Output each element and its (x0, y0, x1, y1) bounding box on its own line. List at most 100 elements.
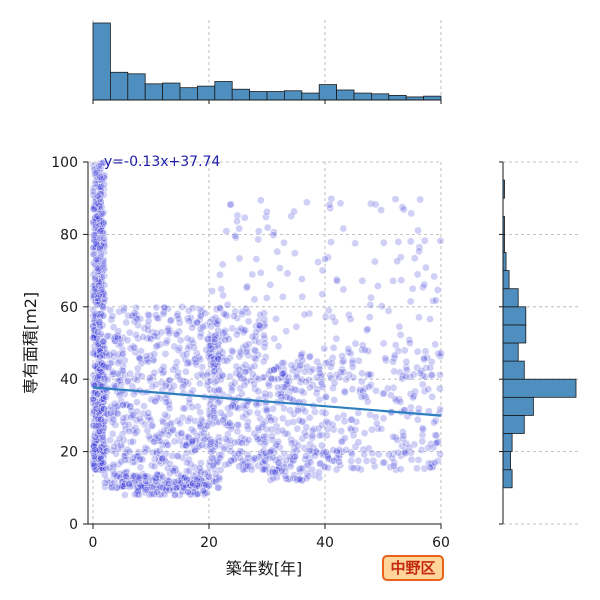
scatter-point (235, 352, 244, 361)
scatter-point (196, 312, 205, 321)
scatter-point (344, 344, 353, 353)
scatter-point (315, 369, 324, 377)
scatter-point (358, 369, 366, 378)
scatter-point (244, 317, 253, 326)
scatter-point (105, 463, 114, 472)
scatter-point (167, 419, 176, 427)
scatter-point (325, 306, 333, 315)
scatter-point (426, 363, 435, 372)
scatter-point (391, 341, 400, 349)
scatter-point (188, 323, 196, 332)
scatter-point (347, 415, 356, 424)
scatter-point (254, 375, 263, 383)
scatter-point (354, 456, 363, 465)
y-tick-label: 0 (69, 517, 78, 533)
scatter-point (389, 461, 398, 470)
scatter-point (414, 226, 422, 235)
scatter-point (254, 387, 263, 396)
regression-equation: y=-0.13x+37.74 (104, 154, 220, 170)
scatter-point (157, 328, 166, 337)
scatter-point (321, 409, 330, 418)
scatter-point (269, 231, 278, 239)
scatter-point (233, 427, 242, 436)
scatter-point (226, 200, 235, 209)
scatter-point (290, 444, 299, 452)
scatter-point (196, 408, 205, 417)
scatter-point (298, 476, 306, 485)
scatter-point (421, 347, 430, 356)
scatter-point (278, 414, 287, 423)
scatter-point (379, 339, 388, 348)
scatter-point (96, 227, 105, 235)
scatter-point (182, 441, 191, 450)
scatter-point (216, 454, 224, 463)
scatter-point (309, 443, 318, 452)
scatter-point (96, 252, 105, 261)
scatter-point (171, 363, 180, 371)
scatter-point (214, 326, 222, 335)
scatter-point (335, 457, 344, 466)
scatter-point (212, 418, 221, 427)
scatter-point (158, 441, 167, 450)
scatter-point (220, 310, 228, 318)
scatter-point (260, 315, 269, 324)
scatter-point (298, 356, 307, 365)
scatter-point (144, 317, 153, 325)
scatter-point (289, 418, 298, 426)
scatter-point (95, 281, 103, 290)
scatter-point (391, 195, 400, 203)
scatter-point (321, 255, 329, 264)
scatter-point (406, 297, 415, 306)
scatter-point (263, 223, 272, 232)
scatter-point (181, 473, 190, 481)
scatter-point (329, 425, 338, 434)
scatter-point (108, 418, 117, 427)
scatter-point (125, 420, 133, 429)
scatter-point (95, 318, 104, 327)
scatter-point (224, 404, 232, 413)
right-hist-bar (502, 396, 534, 416)
scatter-point (322, 392, 331, 401)
scatter-point (145, 311, 153, 320)
scatter-point (349, 464, 358, 473)
scatter-point (91, 433, 99, 442)
scatter-point (171, 329, 180, 338)
right-hist-bar (502, 270, 510, 290)
scatter-point (137, 372, 146, 381)
scatter-point (341, 434, 349, 442)
scatter-point (133, 376, 141, 384)
scatter-point (179, 404, 187, 413)
scatter-point (268, 435, 277, 444)
scatter-point (273, 383, 282, 392)
scatter-point (165, 329, 173, 338)
scatter-point (399, 431, 408, 440)
scatter-point (185, 395, 194, 404)
scatter-point (240, 435, 249, 444)
scatter-point (136, 463, 145, 472)
scatter-point (351, 425, 360, 434)
right-hist-bar (502, 288, 519, 308)
scatter-point (166, 317, 175, 325)
scatter-point (358, 346, 366, 354)
scatter-point (379, 414, 388, 423)
scatter-point (100, 180, 108, 189)
scatter-point (119, 306, 128, 315)
scatter-point (182, 367, 190, 376)
scatter-point (212, 477, 220, 486)
scatter-point (361, 346, 369, 354)
scatter-point (164, 324, 172, 333)
scatter-point (176, 419, 184, 428)
scatter-point (134, 486, 142, 495)
scatter-point (295, 465, 304, 473)
scatter-point (396, 368, 404, 377)
scatter-point (327, 194, 336, 203)
scatter-point (208, 453, 216, 462)
scatter-point (326, 371, 334, 380)
scatter-point (100, 242, 109, 251)
scatter-point (226, 372, 234, 381)
scatter-point (141, 444, 150, 452)
scatter-point (381, 354, 390, 363)
scatter-point (214, 398, 223, 407)
scatter-point (358, 276, 367, 285)
